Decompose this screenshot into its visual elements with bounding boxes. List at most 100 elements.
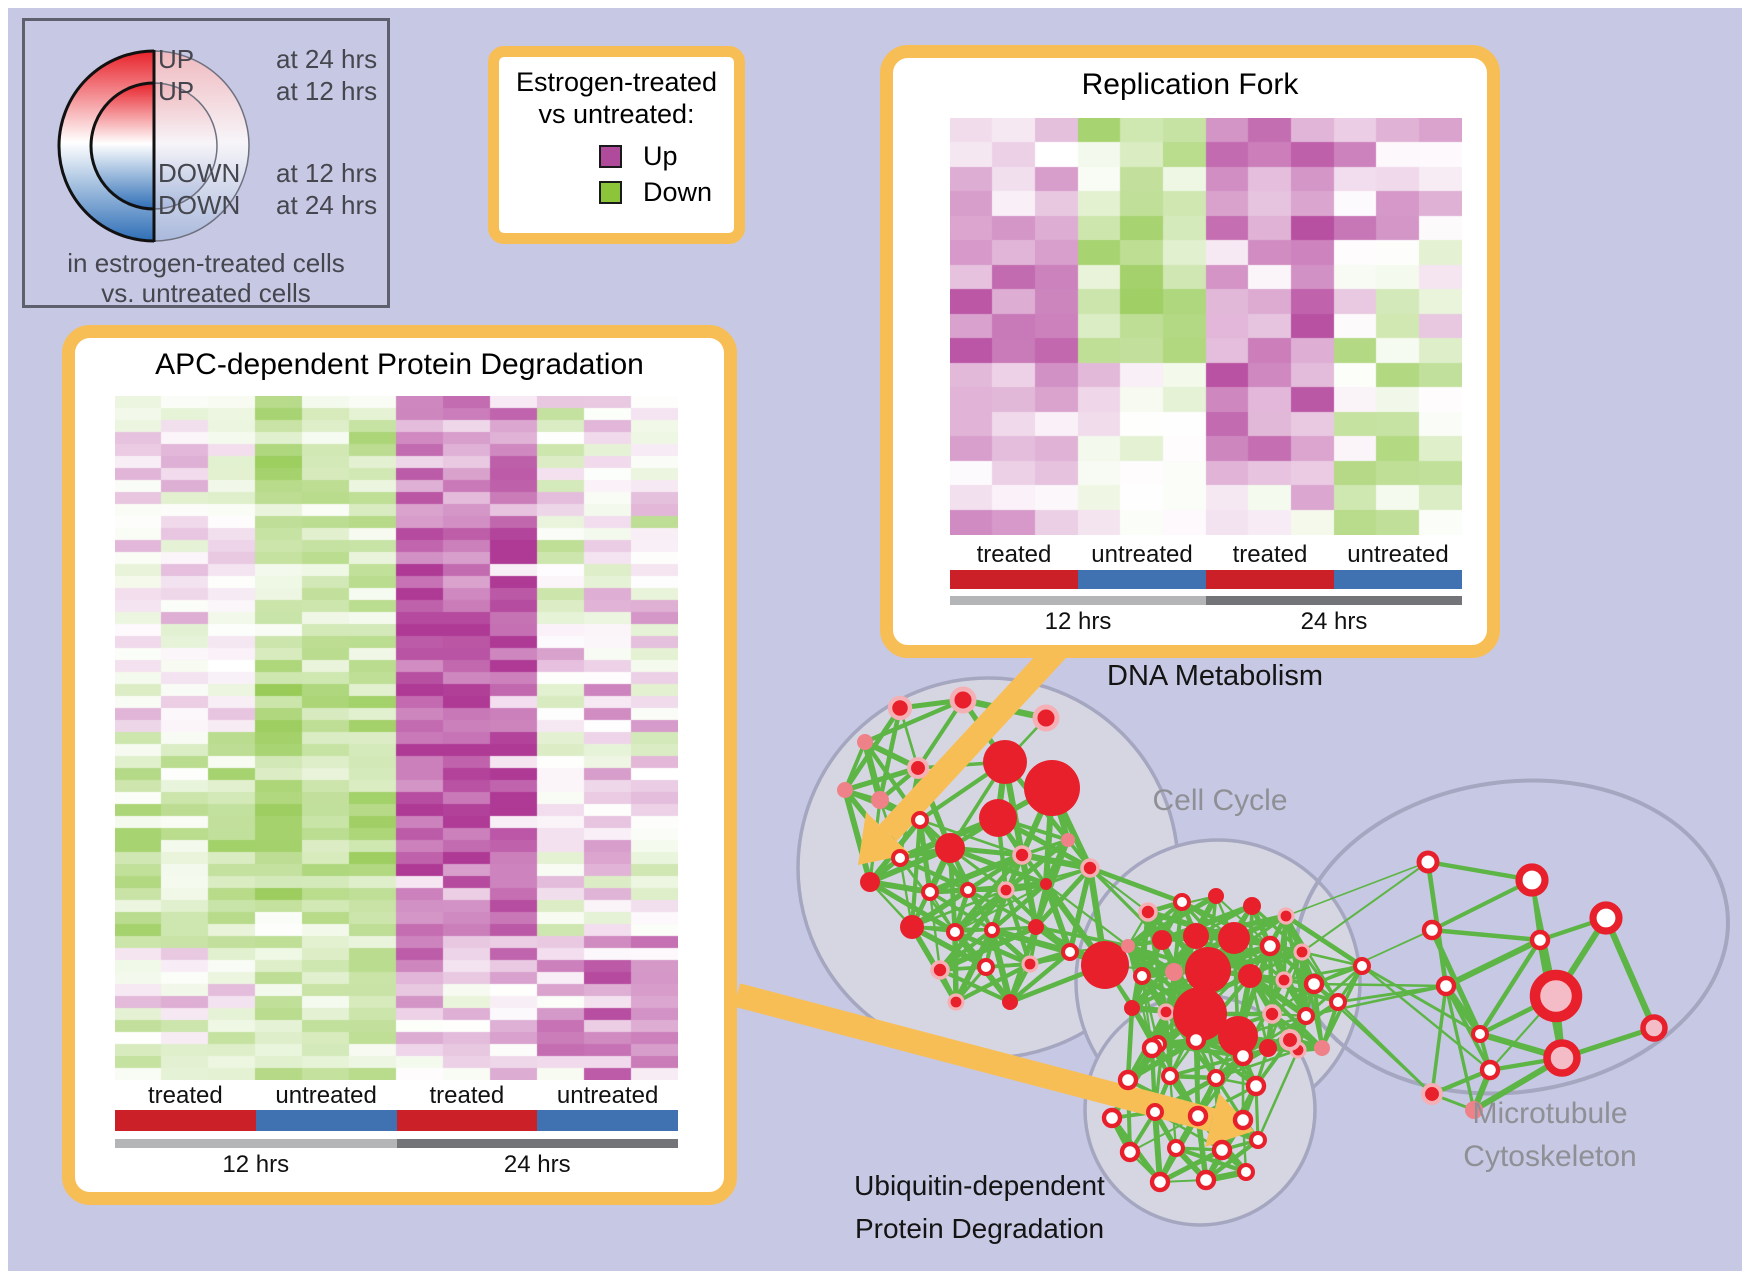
gene-node xyxy=(1218,922,1250,954)
microtubule-cytoskeleton-label: Microtubule Cytoskeleton xyxy=(1415,1092,1685,1178)
gene-node xyxy=(979,799,1017,837)
treated-bar-segment xyxy=(115,1110,256,1131)
apc-heatmap xyxy=(115,396,678,1080)
network-edge xyxy=(864,697,964,745)
time-label: 24 hrs xyxy=(1300,608,1368,635)
ring-row-up24: UP at 24 hrs xyxy=(158,44,377,75)
gene-node xyxy=(906,756,930,780)
ring-time-label: at 12 hrs xyxy=(276,158,378,188)
gene-node xyxy=(930,960,950,980)
hrs12-bar-segment xyxy=(115,1139,397,1148)
gene-node xyxy=(1185,1029,1207,1051)
gene-node xyxy=(1259,935,1281,957)
condition-label: treated xyxy=(976,541,1052,568)
network-edge xyxy=(1008,950,1072,1004)
network-edge xyxy=(1248,974,1324,1050)
network-edge xyxy=(1361,964,1481,1036)
ring-time-label: at 12 hrs xyxy=(276,76,378,106)
network-edge xyxy=(1256,1049,1300,1141)
ubiquitin-degradation-label: Ubiquitin-dependent Protein Degradation xyxy=(822,1164,1137,1250)
up-color-swatch-icon xyxy=(599,145,622,168)
gene-node xyxy=(1211,1139,1233,1161)
network-edge xyxy=(1444,937,1542,989)
network-edge xyxy=(1089,867,1149,913)
network-edge xyxy=(1089,865,1183,905)
microtubule-label-line2: Cytoskeleton xyxy=(1463,1140,1637,1173)
network-edge xyxy=(1169,1054,1244,1078)
gene-node xyxy=(1589,901,1623,935)
network-edge xyxy=(1431,927,1541,943)
network-edge xyxy=(1431,878,1533,932)
gene-node xyxy=(1157,1003,1175,1021)
gene-node xyxy=(1040,878,1052,890)
gene-node xyxy=(1185,947,1231,993)
dna-metabolism-label: DNA Metabolism xyxy=(1107,660,1323,692)
gene-node xyxy=(1121,939,1135,953)
gene-node xyxy=(1259,1039,1277,1057)
gene-node xyxy=(1133,967,1151,985)
network-edge xyxy=(1126,1037,1198,1083)
color-key-title-line2: vs untreated: xyxy=(538,99,695,129)
network-edge xyxy=(1444,985,1492,1071)
ring-row-down24: DOWN at 24 hrs xyxy=(158,190,377,221)
network-edge xyxy=(990,882,1048,932)
gene-node xyxy=(1353,957,1371,975)
down-color-swatch-icon xyxy=(599,181,622,204)
gene-node xyxy=(860,872,880,892)
ring-caption-line2: vs. untreated cells xyxy=(101,278,311,308)
gene-node xyxy=(1243,897,1261,915)
condition-label: untreated xyxy=(556,1082,659,1109)
gene-node xyxy=(1101,1107,1123,1129)
network-edge xyxy=(1158,1147,1224,1185)
callout-arrows xyxy=(733,641,1254,1147)
network-edge xyxy=(1478,938,1542,1036)
hrs12-bar-segment xyxy=(950,596,1206,605)
network-edge xyxy=(955,962,1031,1004)
network-edge xyxy=(1313,982,1447,988)
color-key-title-line1: Estrogen-treated xyxy=(515,67,718,97)
network-edge xyxy=(1140,935,1236,979)
network-nodes xyxy=(837,686,1668,1193)
replication-fork-heatmap xyxy=(950,118,1462,535)
network-edge xyxy=(1284,913,1364,969)
hrs24-bar-segment xyxy=(1206,596,1462,605)
apc-title: APC-dependent Protein Degradation xyxy=(155,348,644,381)
gene-node xyxy=(997,881,1015,899)
network-edge xyxy=(1204,1138,1260,1182)
gene-node xyxy=(1297,1007,1315,1025)
gene-node xyxy=(1061,943,1079,961)
network-edge xyxy=(1043,882,1073,954)
microtubule-label-line1: Microtubule xyxy=(1472,1097,1628,1130)
network-edge xyxy=(1125,1007,1135,1081)
gene-node xyxy=(1435,975,1457,997)
network-edge xyxy=(939,968,1011,1004)
network-edge xyxy=(1067,867,1093,953)
network-edge xyxy=(1427,859,1533,883)
gene-node xyxy=(1141,1037,1163,1059)
gene-node xyxy=(1149,1171,1171,1193)
network-diagram xyxy=(733,641,1730,1227)
network-edge xyxy=(1361,965,1491,1071)
gene-node xyxy=(1293,943,1311,961)
color-key-box: Estrogen-treated vs untreated: Up Down xyxy=(488,46,745,244)
condition-label: treated xyxy=(148,1082,223,1109)
network-edge xyxy=(1175,1146,1247,1174)
gene-node xyxy=(1173,987,1227,1041)
gene-node xyxy=(1012,845,1032,865)
ubiquitin-label-line1: Ubiquitin-dependent xyxy=(854,1170,1105,1201)
gene-node xyxy=(891,849,909,867)
gene-node xyxy=(1314,1040,1330,1056)
time-label: 24 hrs xyxy=(503,1151,571,1178)
network-edge xyxy=(1430,985,1448,1095)
gene-node xyxy=(1152,930,1172,950)
network-edge xyxy=(861,741,884,801)
time-label: 12 hrs xyxy=(222,1151,290,1178)
ring-row-up12: UP at 12 hrs xyxy=(158,76,377,107)
gene-node xyxy=(1061,833,1075,847)
gene-node xyxy=(946,923,964,941)
ring-dir-label: UP xyxy=(158,76,195,106)
replication-fork-time-bar xyxy=(950,596,1462,605)
arrow-to-ubiquitin-shaft xyxy=(733,983,1216,1132)
network-edge xyxy=(1301,861,1429,953)
